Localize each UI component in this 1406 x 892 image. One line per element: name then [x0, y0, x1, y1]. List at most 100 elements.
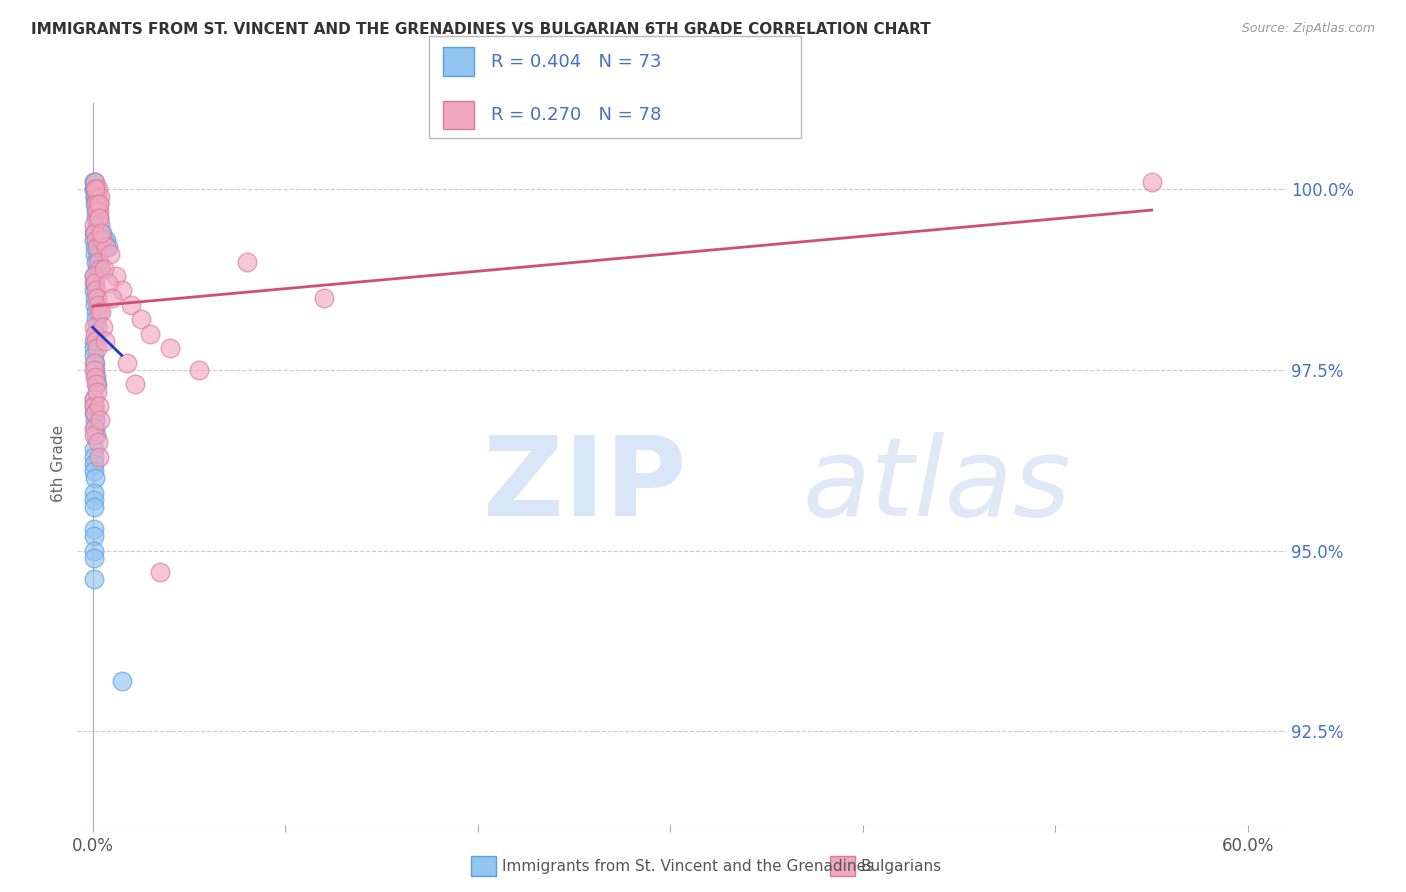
Point — [124, 377, 146, 392]
Point — [87, 399, 110, 413]
Text: Source: ZipAtlas.com: Source: ZipAtlas.com — [1241, 22, 1375, 36]
Point — [84, 182, 107, 196]
Point — [84, 189, 107, 203]
Point — [83, 226, 105, 240]
Point — [83, 392, 105, 406]
Point — [91, 226, 114, 240]
Point — [89, 450, 111, 464]
Point — [89, 211, 111, 226]
Text: IMMIGRANTS FROM ST. VINCENT AND THE GRENADINES VS BULGARIAN 6TH GRADE CORRELATIO: IMMIGRANTS FROM ST. VINCENT AND THE GREN… — [31, 22, 931, 37]
Point — [91, 319, 114, 334]
Point — [236, 254, 259, 268]
Text: ZIP: ZIP — [484, 432, 688, 539]
Point — [87, 211, 110, 226]
Point — [86, 204, 108, 219]
Point — [83, 406, 105, 420]
Point — [83, 349, 105, 363]
Point — [96, 240, 118, 254]
Point — [91, 233, 114, 247]
Point — [83, 334, 105, 348]
Point — [84, 196, 107, 211]
Point — [86, 211, 108, 226]
Point — [83, 277, 105, 291]
Point — [86, 247, 108, 261]
Point — [84, 370, 107, 384]
Point — [87, 211, 110, 226]
Point — [83, 550, 105, 565]
Point — [83, 500, 105, 515]
Point — [110, 673, 132, 688]
Point — [83, 493, 105, 508]
Point — [83, 522, 105, 536]
Point — [83, 341, 105, 355]
Point — [83, 268, 105, 283]
Point — [83, 182, 105, 196]
Point — [97, 277, 120, 291]
Point — [83, 219, 105, 233]
Point — [87, 254, 110, 268]
Point — [83, 573, 105, 587]
Point — [159, 341, 181, 355]
Point — [86, 319, 108, 334]
Point — [83, 363, 105, 377]
Point — [86, 182, 108, 196]
Point — [84, 363, 107, 377]
Point — [83, 421, 105, 435]
Point — [83, 442, 105, 457]
Point — [86, 196, 108, 211]
Point — [86, 377, 108, 392]
Point — [86, 240, 108, 254]
Text: atlas: atlas — [803, 432, 1071, 539]
Point — [83, 182, 105, 196]
Point — [90, 226, 112, 240]
Point — [104, 268, 127, 283]
Point — [87, 196, 110, 211]
Point — [84, 312, 107, 326]
Point — [149, 566, 172, 580]
Point — [96, 233, 118, 247]
Point — [83, 471, 105, 485]
Point — [83, 485, 105, 500]
Point — [83, 319, 105, 334]
Point — [84, 356, 107, 370]
Point — [84, 226, 107, 240]
Point — [110, 284, 132, 298]
Point — [83, 392, 105, 406]
Point — [84, 204, 107, 219]
Point — [84, 377, 107, 392]
Point — [84, 334, 107, 348]
Point — [83, 291, 105, 305]
Text: R = 0.270   N = 78: R = 0.270 N = 78 — [491, 106, 661, 124]
Point — [83, 175, 105, 189]
Point — [83, 326, 105, 341]
Point — [87, 305, 110, 319]
Point — [83, 268, 105, 283]
Point — [83, 182, 105, 196]
Point — [84, 182, 107, 196]
Point — [89, 261, 111, 276]
Point — [84, 298, 107, 312]
Point — [83, 233, 105, 247]
Point — [90, 261, 112, 276]
Point — [84, 182, 107, 196]
Point — [120, 298, 142, 312]
Point — [84, 428, 107, 442]
Point — [1140, 175, 1163, 189]
Point — [83, 399, 105, 413]
Point — [86, 219, 108, 233]
Point — [83, 277, 105, 291]
Point — [89, 219, 111, 233]
Point — [84, 284, 107, 298]
Point — [83, 428, 105, 442]
Point — [83, 457, 105, 471]
Point — [101, 291, 124, 305]
Text: Bulgarians: Bulgarians — [860, 859, 942, 873]
Point — [89, 254, 111, 268]
Text: R = 0.404   N = 73: R = 0.404 N = 73 — [491, 53, 661, 70]
Point — [84, 254, 107, 268]
Point — [86, 384, 108, 399]
Point — [83, 529, 105, 543]
Point — [83, 406, 105, 420]
Point — [84, 421, 107, 435]
Point — [139, 326, 162, 341]
